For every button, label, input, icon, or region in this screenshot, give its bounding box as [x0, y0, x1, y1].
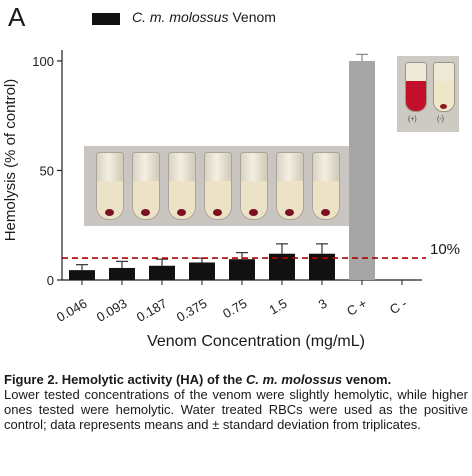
legend-species: C. m. molossus [132, 9, 229, 25]
caption-body: Lower tested concentrations of the venom… [4, 387, 468, 432]
x-tick-label: C + [344, 296, 369, 319]
x-tick-label: 0.375 [174, 296, 210, 325]
control-tubes-photo: (+) (-) [397, 56, 459, 132]
x-tick-label: 0.75 [220, 296, 249, 322]
positive-control-tube [405, 62, 427, 112]
y-tick-label: 0 [47, 273, 54, 288]
threshold-label: 10% [430, 241, 461, 258]
caption-title: Figure 2. Hemolytic activity (HA) of the… [4, 372, 391, 387]
x-tick-label: 1.5 [266, 296, 289, 318]
y-tick-label: 100 [32, 54, 54, 69]
sample-tube [132, 152, 160, 220]
data-bar [69, 270, 95, 280]
control-bar [349, 60, 375, 281]
legend-swatch [92, 13, 120, 25]
legend-label: C. m. molossus Venom [132, 9, 276, 25]
caption-title-species: C. m. molossus [246, 372, 343, 387]
y-axis-title: Hemolysis (% of control) [2, 78, 19, 242]
x-axis-title: Venom Concentration (mg/mL) [147, 333, 365, 350]
data-bar [149, 265, 175, 280]
y-tick-label: 50 [40, 163, 54, 178]
data-bar [229, 259, 255, 280]
negative-control-tube [433, 62, 455, 112]
sample-tube [204, 152, 232, 220]
positive-control-label: (+) [408, 116, 417, 123]
x-tick-label: 3 [316, 296, 330, 313]
sample-tube [96, 152, 124, 220]
sample-tube [276, 152, 304, 220]
data-bar [189, 262, 215, 280]
tube-photo-strip [84, 146, 354, 226]
bar-chart: 0 50 100 0.046 0.093 0.187 0.375 0.75 1.5 3 C + C - [32, 50, 426, 325]
caption-title-prefix: Figure 2. Hemolytic activity (HA) of the [4, 372, 246, 387]
legend-suffix: Venom [228, 9, 276, 25]
x-tick-label: 0.187 [134, 296, 170, 325]
sample-tube [168, 152, 196, 220]
negative-control-label: (-) [437, 116, 444, 123]
panel-letter: A [8, 2, 26, 32]
caption-title-suffix: venom. [342, 372, 392, 387]
data-bar [109, 267, 135, 280]
x-tick-label: 0.093 [94, 296, 130, 325]
sample-tube [240, 152, 268, 220]
x-tick-label: 0.046 [54, 296, 90, 325]
x-tick-label: C - [387, 296, 410, 318]
figure-caption: Figure 2. Hemolytic activity (HA) of the… [4, 372, 468, 432]
sample-tube [312, 152, 340, 220]
